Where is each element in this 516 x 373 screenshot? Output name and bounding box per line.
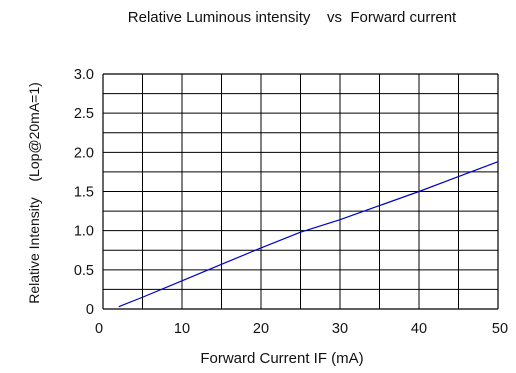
y-tick-label: 2.0	[74, 145, 94, 161]
y-tick-label: 2.5	[74, 106, 94, 122]
y-tick-label: 0.5	[74, 263, 94, 279]
y-tick-label: 1.5	[74, 185, 94, 201]
x-axis-label: Forward Current IF (mA)	[200, 350, 363, 367]
tick-labels: 0 0.5 1.0 1.5 2.0 2.5 3.0 0 10 20 30 40 50	[74, 67, 508, 337]
x-tick-label: 30	[332, 321, 348, 337]
x-tick-label: 10	[174, 321, 190, 337]
series-line	[118, 161, 499, 308]
x-tick-label: 20	[253, 321, 269, 337]
series-layer	[118, 161, 499, 308]
x-tick-label: 40	[411, 321, 427, 337]
x-tick-label: 50	[492, 321, 508, 337]
y-tick-label: 0	[86, 302, 94, 318]
y-tick-label: 3.0	[74, 67, 94, 83]
y-axis-label: Relative Intensity (Lop@20mA=1)	[26, 82, 42, 304]
chart-title: Relative Luminous intensity vs Forward c…	[128, 9, 457, 26]
x-tick-label: 0	[95, 321, 103, 337]
grid	[102, 73, 499, 310]
y-tick-label: 1.0	[74, 224, 94, 240]
